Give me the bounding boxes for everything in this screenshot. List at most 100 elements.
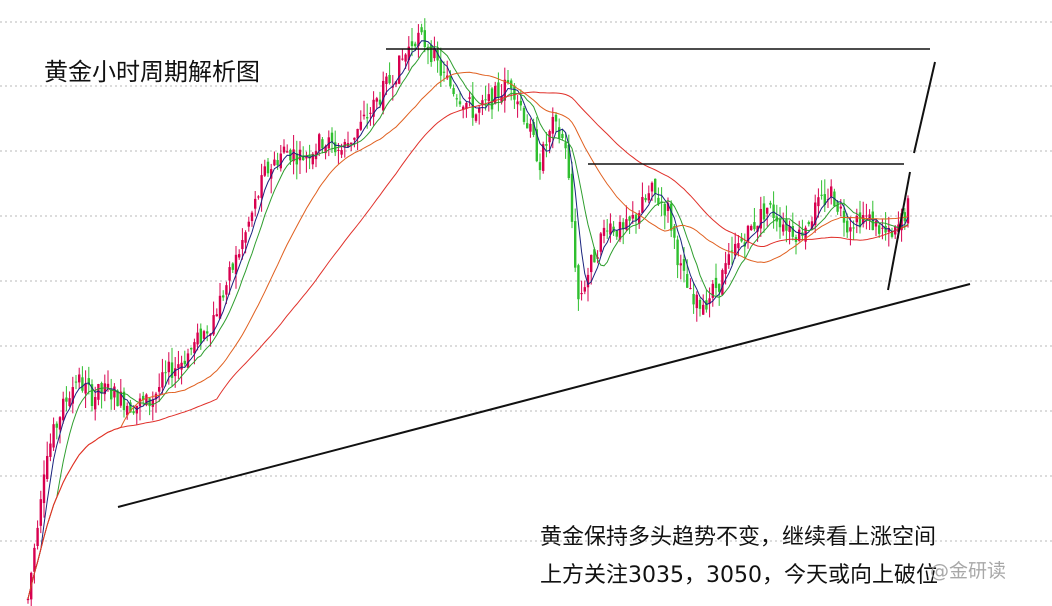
candle-224 xyxy=(743,233,746,259)
candle-body xyxy=(276,160,279,166)
candle-31 xyxy=(126,402,129,420)
candle-body xyxy=(503,79,506,101)
candle-58 xyxy=(212,301,215,337)
candle-113 xyxy=(388,62,391,85)
candle-body xyxy=(564,142,567,149)
candle-117 xyxy=(401,49,404,61)
candle-body xyxy=(558,127,561,139)
candle-128 xyxy=(436,41,439,73)
candle-204 xyxy=(679,254,682,280)
candle-body xyxy=(103,383,106,395)
candle-167 xyxy=(561,129,564,141)
candle-body xyxy=(487,94,490,101)
annotation-line-2: 上方关注3035，3050，今天或向上破位 xyxy=(540,563,938,588)
candle-162 xyxy=(545,132,548,158)
candle-168 xyxy=(564,132,567,159)
candle-86 xyxy=(302,146,305,161)
candle-body xyxy=(823,194,826,206)
candle-body xyxy=(154,393,158,400)
candle-body xyxy=(724,263,727,275)
candle-67 xyxy=(241,228,244,260)
candle-body xyxy=(702,304,705,315)
candle-body xyxy=(39,499,42,526)
candle-266 xyxy=(878,223,881,238)
candle-body xyxy=(734,243,737,256)
candle-body xyxy=(529,123,532,132)
candle-body xyxy=(359,121,362,130)
candle-body xyxy=(676,239,679,266)
candle-180 xyxy=(602,219,606,244)
candle-230 xyxy=(762,196,766,233)
candle-54 xyxy=(199,323,202,350)
candle-69 xyxy=(247,216,250,232)
candle-body xyxy=(526,123,529,129)
candle-23 xyxy=(100,381,103,409)
candle-174 xyxy=(583,280,586,295)
candle-body xyxy=(593,249,596,263)
candle-body xyxy=(423,30,426,48)
candle-215 xyxy=(714,263,718,297)
candle-body xyxy=(202,331,206,339)
candle-225 xyxy=(746,224,750,249)
candle-body xyxy=(858,212,862,228)
candle-88 xyxy=(308,144,311,170)
candle-253 xyxy=(836,199,839,215)
candle-body xyxy=(212,315,215,335)
candle-body xyxy=(727,254,730,265)
candle-210 xyxy=(698,297,702,317)
candle-body xyxy=(170,362,174,378)
candle-251 xyxy=(830,179,833,205)
candle-body xyxy=(686,274,689,288)
candle-body xyxy=(106,383,110,388)
candle-139 xyxy=(471,82,474,126)
candle-249 xyxy=(823,179,826,213)
candle-5 xyxy=(42,460,46,518)
candle-159 xyxy=(535,116,538,163)
candle-body xyxy=(353,137,356,140)
candle-104 xyxy=(359,110,362,132)
candle-body xyxy=(708,298,711,304)
candle-body xyxy=(452,88,455,95)
candle-body xyxy=(606,230,609,232)
candle-186 xyxy=(622,218,625,245)
candle-108 xyxy=(372,91,375,126)
candle-2 xyxy=(33,543,36,584)
candle-body xyxy=(545,144,548,146)
candle-body xyxy=(759,208,762,229)
candle-body xyxy=(538,162,542,171)
candle-12 xyxy=(65,386,68,412)
candle-182 xyxy=(609,213,612,243)
candle-214 xyxy=(711,279,714,307)
candle-body xyxy=(350,142,353,145)
candle-body xyxy=(231,263,234,270)
candle-body xyxy=(26,598,30,601)
candle-body xyxy=(721,270,724,295)
candle-269 xyxy=(887,216,890,247)
candle-body xyxy=(49,443,52,457)
candle-72 xyxy=(257,195,260,200)
candle-body xyxy=(199,328,202,344)
candle-199 xyxy=(663,202,666,230)
candle-body xyxy=(846,220,849,233)
candle-body xyxy=(810,221,814,229)
candle-219 xyxy=(727,243,730,269)
candle-10 xyxy=(58,415,62,444)
candle-body xyxy=(148,398,151,407)
candle-body xyxy=(132,411,135,414)
candle-134 xyxy=(455,94,458,107)
candle-body xyxy=(337,149,340,151)
candle-179 xyxy=(599,231,602,257)
candle-187 xyxy=(625,205,628,232)
candle-105 xyxy=(362,100,366,120)
candle-body xyxy=(110,389,113,400)
candle-26 xyxy=(110,378,113,410)
candle-body xyxy=(330,132,334,142)
candle-body xyxy=(222,295,225,298)
candle-body xyxy=(241,239,244,250)
candle-244 xyxy=(807,220,810,227)
ma-mid-line xyxy=(27,46,909,599)
candle-body xyxy=(151,399,154,407)
candle-231 xyxy=(766,207,769,227)
candle-109 xyxy=(375,96,378,109)
